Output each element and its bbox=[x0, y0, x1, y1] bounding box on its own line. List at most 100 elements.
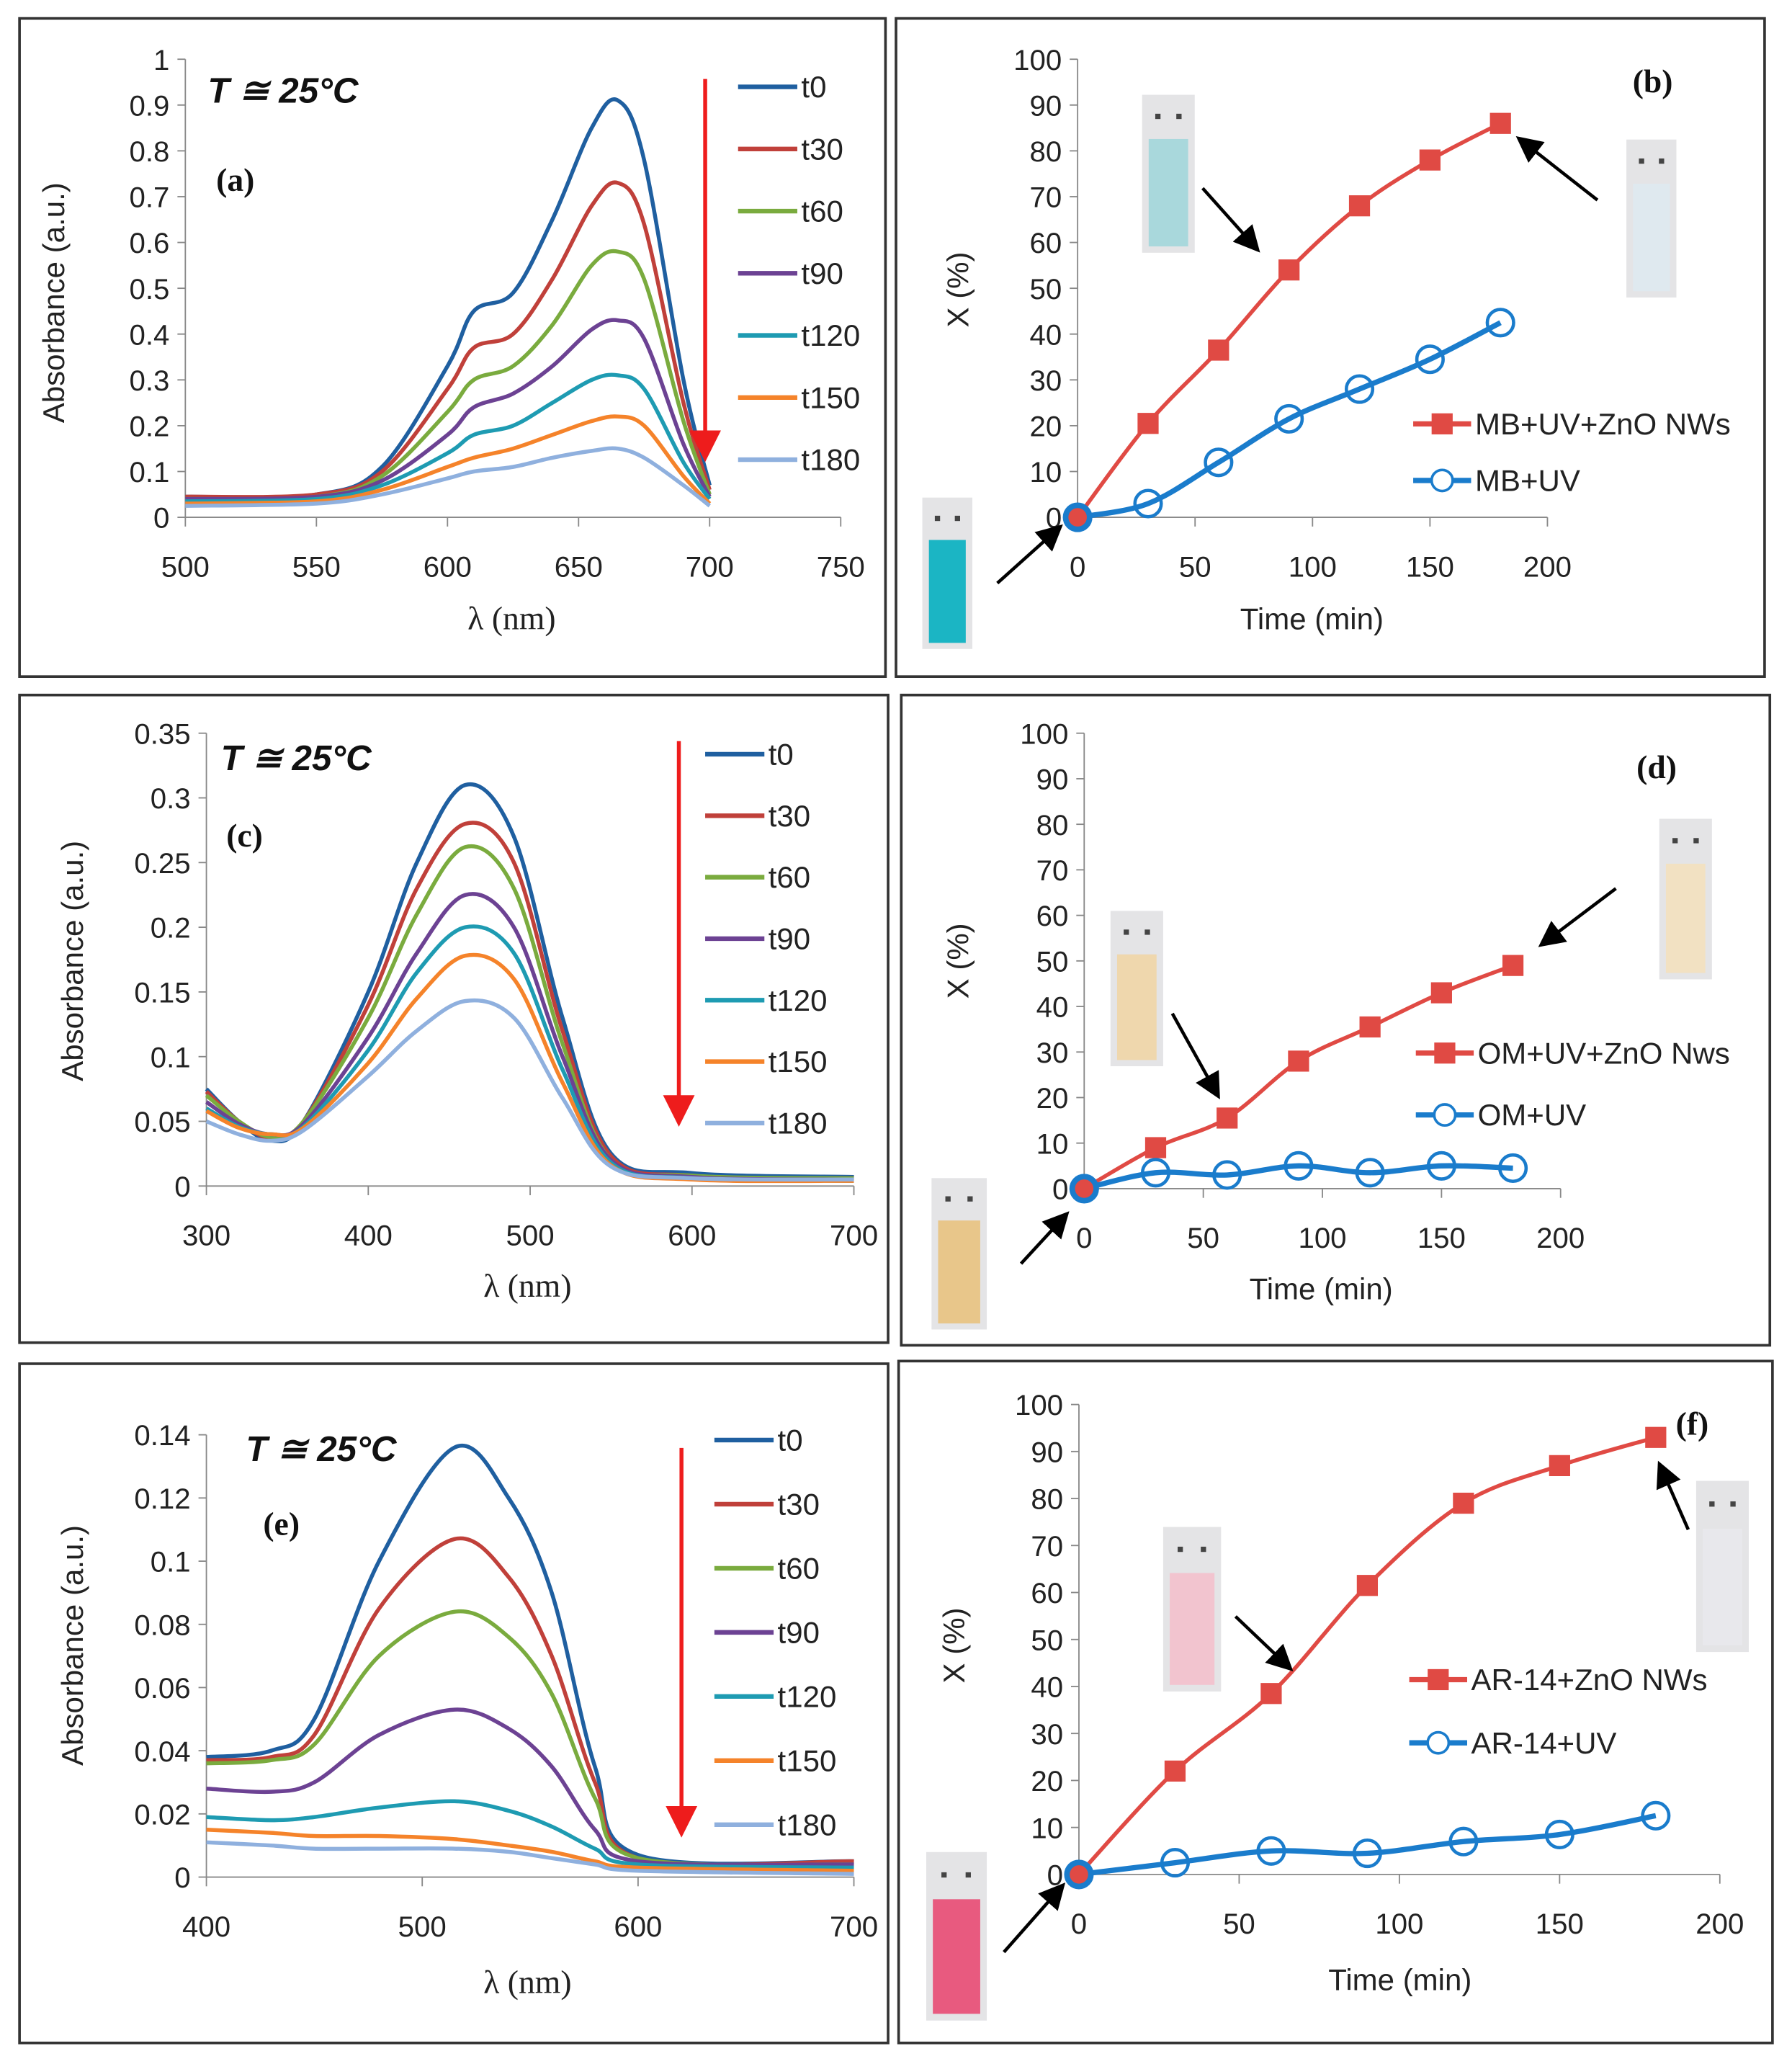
y-tick-label: 80 bbox=[1036, 809, 1069, 841]
series-line-t120 bbox=[185, 372, 712, 504]
x-tick-label: 400 bbox=[182, 1911, 230, 1943]
y-tick-label: 1 bbox=[153, 44, 169, 76]
series-line-AR-14+UV bbox=[1078, 1813, 1657, 1877]
data-point-square bbox=[1164, 1760, 1186, 1782]
y-tick-label: 30 bbox=[1030, 365, 1062, 397]
pointer-arrow bbox=[1170, 1012, 1220, 1100]
panel-border bbox=[18, 693, 890, 1344]
data-point-circle bbox=[1212, 1160, 1242, 1190]
pointer-arrow bbox=[1003, 1882, 1066, 1954]
legend-label: t120 bbox=[778, 1679, 837, 1713]
panel-border bbox=[897, 1359, 1774, 2045]
x-axis-label: λ (nm) bbox=[483, 1963, 571, 2000]
x-axis-label: Time (min) bbox=[1328, 1963, 1471, 1997]
y-tick-label: 90 bbox=[1031, 1436, 1063, 1468]
x-tick-label: 0 bbox=[1070, 550, 1085, 583]
data-point-circle bbox=[1352, 1838, 1382, 1869]
data-point-circle bbox=[1062, 502, 1093, 532]
legend-label: t150 bbox=[801, 380, 860, 414]
series-line-t180 bbox=[206, 1840, 854, 1876]
x-tick-label: 500 bbox=[398, 1911, 447, 1943]
x-tick-label: 300 bbox=[182, 1220, 230, 1252]
y-tick-label: 0.1 bbox=[151, 1041, 191, 1073]
legend-label: t120 bbox=[769, 983, 828, 1017]
x-tick-label: 700 bbox=[686, 550, 734, 583]
cuvette-liquid bbox=[938, 1220, 980, 1324]
legend-label: t180 bbox=[801, 443, 860, 477]
x-tick-label: 200 bbox=[1523, 550, 1572, 583]
y-tick-label: 30 bbox=[1031, 1718, 1063, 1751]
legend-label: t150 bbox=[778, 1743, 837, 1777]
y-tick-label: 50 bbox=[1036, 945, 1069, 978]
data-point-square bbox=[1502, 955, 1524, 976]
legend-label: MB+UV+ZnO NWs bbox=[1475, 407, 1731, 441]
y-tick-label: 70 bbox=[1030, 182, 1062, 214]
cuvette-mark bbox=[954, 515, 960, 522]
cuvette-mark bbox=[1201, 1546, 1206, 1553]
data-point-square bbox=[1137, 413, 1159, 434]
cuvette-mark bbox=[1144, 929, 1150, 935]
series-line-t60 bbox=[206, 1609, 854, 1867]
cuvette-liquid bbox=[1633, 184, 1670, 292]
y-tick-label: 0.8 bbox=[130, 135, 170, 168]
legend-label: t60 bbox=[801, 195, 843, 228]
legend-label: t180 bbox=[769, 1107, 828, 1140]
y-tick-label: 40 bbox=[1036, 991, 1069, 1024]
legend-label: OM+UV+ZnO Nws bbox=[1478, 1036, 1730, 1070]
data-point-circle bbox=[1355, 1158, 1385, 1188]
x-tick-label: 550 bbox=[292, 550, 341, 583]
x-tick-label: 600 bbox=[614, 1911, 662, 1943]
y-tick-label: 0.04 bbox=[134, 1735, 190, 1768]
panel-a: 0 0.1 0.2 0.3 0.4 0.5 0.6 0.7 0.8 0.9 1 500 550 600 65… bbox=[18, 17, 887, 678]
x-axis-label: Time (min) bbox=[1240, 602, 1384, 635]
y-axis-label: X (%) bbox=[941, 251, 975, 327]
panel-label: (c) bbox=[226, 817, 263, 854]
cuvette-liquid bbox=[1665, 863, 1706, 973]
legend-marker-square bbox=[1434, 1042, 1456, 1064]
panel-d: 0 10 20 30 40 50 60 70 80 90 100 0 50 100 150 200 Time (… bbox=[900, 693, 1772, 1347]
cuvette-mark bbox=[965, 1872, 971, 1878]
panel-border bbox=[18, 17, 887, 678]
cuvette-liquid bbox=[1170, 1573, 1215, 1685]
data-point-circle bbox=[1160, 1848, 1191, 1878]
legend-label: AR-14+ZnO NWs bbox=[1471, 1663, 1707, 1697]
y-tick-label: 30 bbox=[1036, 1037, 1069, 1069]
legend-label: t0 bbox=[769, 738, 794, 772]
x-tick-label: 750 bbox=[817, 550, 865, 583]
y-tick-label: 20 bbox=[1030, 411, 1062, 443]
y-tick-label: 70 bbox=[1036, 854, 1069, 887]
cuvette-mark bbox=[945, 1196, 951, 1202]
pointer-arrow bbox=[1515, 136, 1599, 202]
data-point-circle bbox=[1415, 344, 1445, 375]
y-tick-label: 0.2 bbox=[130, 411, 170, 443]
y-tick-label: 0.35 bbox=[134, 718, 190, 750]
y-axis-label: Absorbance (a.u.) bbox=[55, 841, 89, 1081]
x-axis-label: Time (min) bbox=[1250, 1272, 1393, 1305]
y-tick-label: 0.05 bbox=[134, 1106, 190, 1138]
y-tick-label: 10 bbox=[1030, 456, 1062, 488]
cuvette-liquid bbox=[1116, 954, 1157, 1060]
data-point-square bbox=[1288, 1050, 1309, 1072]
x-tick-label: 0 bbox=[1076, 1222, 1092, 1254]
series-line-OM+UV bbox=[1083, 1163, 1513, 1192]
data-point-circle bbox=[1274, 403, 1304, 434]
x-tick-label: 650 bbox=[555, 550, 603, 583]
y-tick-label: 50 bbox=[1031, 1624, 1063, 1656]
data-point-square bbox=[1356, 1575, 1379, 1596]
y-tick-label: 0.3 bbox=[151, 782, 191, 815]
x-tick-label: 100 bbox=[1298, 1222, 1346, 1254]
legend-label: t90 bbox=[801, 256, 843, 290]
legend-label: t60 bbox=[778, 1552, 820, 1586]
y-tick-label: 0.1 bbox=[130, 456, 170, 488]
cuvette-liquid bbox=[1703, 1529, 1742, 1645]
data-point-circle bbox=[1544, 1819, 1574, 1849]
cuvette-mark bbox=[1672, 838, 1678, 844]
x-tick-label: 400 bbox=[344, 1220, 393, 1252]
data-point-circle bbox=[1256, 1836, 1286, 1866]
series-line-t180 bbox=[185, 446, 711, 508]
data-point-circle bbox=[1133, 488, 1163, 519]
series-line-t150 bbox=[206, 1828, 854, 1873]
pointer-arrow bbox=[1538, 887, 1617, 947]
panel-c: 0 0.05 0.1 0.15 0.2 0.25 0.3 0.35 300 400 500 600 70… bbox=[18, 693, 890, 1344]
